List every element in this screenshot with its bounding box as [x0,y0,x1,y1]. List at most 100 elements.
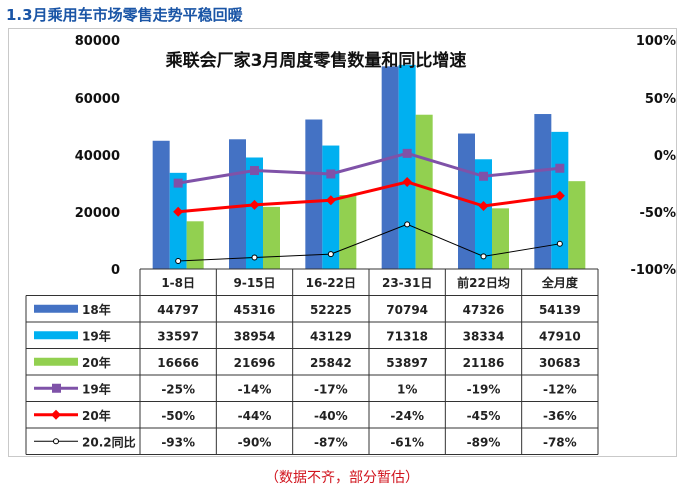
y-left-tick-4: 20000 [75,206,120,221]
y-right-tick-3: 0% [654,149,676,164]
y-left-tick-3: 40000 [75,149,120,164]
line-marker-3-5 [480,253,487,260]
data-label-5-2: -44% [238,409,272,423]
legend-key-1 [34,304,78,313]
line-series-2 [178,180,561,214]
line-marker-3-2 [251,254,258,261]
data-label-4-5: -19% [467,382,501,396]
legend-label-3: 20年 [82,355,111,370]
line-marker-3-1 [175,257,182,264]
legend-label-5: 20年 [82,408,111,423]
y-right-tick-4: -50% [639,206,676,221]
data-label-3-2: 21696 [234,356,276,370]
data-label-2-5: 38334 [463,329,505,343]
data-label-6-3: -87% [314,435,348,449]
bar-3-6 [568,181,586,269]
data-label-3-5: 21186 [463,356,505,370]
data-label-1-5: 47326 [463,303,505,317]
data-label-4-6: -12% [543,382,577,396]
footnote: （数据不齐，部分暂估） [265,470,419,486]
bar-1-4 [381,66,399,269]
bar-2-2 [246,157,263,269]
bar-1-6 [534,114,552,269]
page-heading: 1.3月乘用车市场零售走势平稳回暖 [6,6,243,24]
legend-label-2: 19年 [82,328,111,343]
y-right-tick-5: -100% [630,263,676,278]
data-label-4-4: 1% [397,382,417,396]
data-label-3-6: 30683 [539,356,581,370]
bar-2-4 [398,64,416,269]
legend-key-3 [34,357,78,366]
legend-key-marker-4 [52,383,61,393]
bar-1-2 [229,139,246,269]
legend-key-marker-6 [53,438,59,445]
legend-key-2 [34,331,78,340]
data-label-6-4: -61% [390,435,424,449]
data-label-6-1: -93% [161,435,195,449]
line-marker-2-6 [554,190,565,201]
x-tick-label-2: 9-15日 [233,276,275,290]
bar-2-3 [322,145,340,269]
line-series-1 [177,151,560,185]
legend-label-4: 19年 [82,381,111,396]
x-tick-label-4: 23-31日 [382,276,432,290]
data-label-2-2: 38954 [234,329,276,343]
y-left-tick-5: 0 [111,263,120,278]
chart-frame [8,28,677,457]
data-label-5-3: -40% [314,409,348,423]
line-marker-1-5 [479,171,488,181]
bar-1-3 [305,119,323,269]
data-label-1-2: 45316 [234,303,276,317]
line-marker-1-1 [173,178,183,188]
bar-2-1 [169,172,187,269]
y-left-tick-2: 60000 [75,92,120,107]
legend-label-6: 20.2同比 [82,434,136,449]
x-tick-label-1: 1-8日 [161,276,195,290]
line-marker-2-3 [325,195,336,206]
data-label-2-1: 33597 [157,329,199,343]
data-label-5-6: -36% [543,409,577,423]
data-label-3-4: 53897 [386,356,428,370]
x-tick-label-5: 前22日均 [457,275,510,290]
data-label-2-4: 71318 [386,329,428,343]
line-marker-2-2 [249,199,260,210]
line-marker-1-2 [250,166,259,176]
bar-1-1 [152,140,170,269]
data-label-1-3: 52225 [310,303,352,317]
data-label-2-6: 47910 [539,329,581,343]
bar-3-2 [263,206,280,269]
line-marker-2-5 [478,201,489,212]
data-label-2-3: 43129 [310,329,352,343]
line-marker-1-3 [326,169,336,179]
data-label-6-5: -89% [467,435,501,449]
data-label-4-2: -14% [238,382,272,396]
bar-2-5 [475,159,492,269]
line-marker-3-6 [556,240,563,247]
line-marker-2-4 [402,176,413,187]
data-label-6-6: -78% [543,435,577,449]
data-label-4-3: -17% [314,382,348,396]
line-series-3 [178,223,560,262]
data-label-3-1: 16666 [157,356,199,370]
line-marker-1-6 [555,163,565,173]
data-label-5-5: -45% [467,409,501,423]
line-marker-3-4 [404,221,411,228]
bar-3-1 [186,221,204,269]
data-label-1-4: 70794 [386,303,428,317]
bar-3-5 [492,208,509,269]
data-label-3-3: 25842 [310,356,352,370]
bar-3-4 [415,114,433,269]
legend-key-marker-5 [51,409,61,420]
x-tick-label-3: 16-22日 [306,276,356,290]
data-label-5-1: -50% [161,409,195,423]
data-label-1-6: 54139 [539,303,581,317]
chart-title: 乘联会厂家3月周度零售数量和同比增速 [165,50,467,71]
x-tick-label-6: 全月度 [541,275,579,290]
data-label-1-1: 44797 [157,303,199,317]
line-marker-2-1 [173,206,184,217]
data-label-6-2: -90% [238,435,272,449]
y-right-tick-1: 100% [636,34,676,49]
line-marker-3-3 [327,251,334,258]
y-left-tick-1: 80000 [75,34,120,49]
